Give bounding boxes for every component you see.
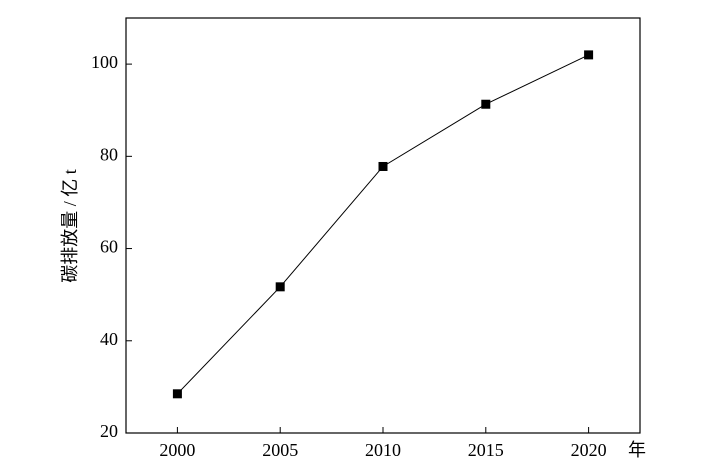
point-marker [172,389,182,399]
y-tick-label: 20 [100,421,118,441]
y-tick-label: 80 [100,144,118,164]
x-tick-label: 2020 [571,440,607,460]
y-tick-label: 100 [91,52,118,72]
plot-frame [125,17,641,434]
x-axis-label: 年 [628,440,646,460]
y-tick-label: 40 [100,329,118,349]
point-marker [584,50,594,60]
point-marker [275,282,285,292]
point-marker [378,161,388,171]
x-tick-label: 2000 [159,440,195,460]
series-line [177,54,589,395]
y-tick-label: 60 [100,237,118,257]
x-tick-label: 2005 [262,440,298,460]
y-axis-label: 碳排放量 / 亿 t [60,169,80,283]
x-tick-label: 2015 [468,440,504,460]
x-tick-label: 2010 [365,440,401,460]
point-marker [481,99,491,109]
